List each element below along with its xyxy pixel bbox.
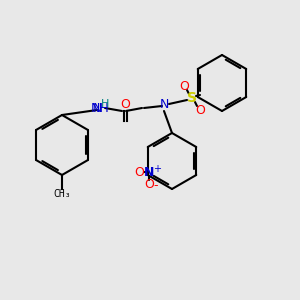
Text: -: -: [154, 179, 158, 193]
Text: O: O: [179, 80, 189, 92]
Text: N: N: [92, 101, 102, 115]
Text: O: O: [144, 178, 154, 190]
Text: N: N: [144, 166, 154, 178]
Text: S: S: [187, 91, 197, 105]
Text: O: O: [120, 98, 130, 112]
Text: +: +: [153, 164, 161, 174]
Text: H: H: [101, 99, 109, 109]
Text: NH: NH: [91, 101, 110, 115]
Text: CH₃: CH₃: [53, 189, 71, 199]
Text: O: O: [134, 166, 144, 178]
Text: N: N: [159, 98, 169, 112]
Text: O: O: [195, 103, 205, 116]
